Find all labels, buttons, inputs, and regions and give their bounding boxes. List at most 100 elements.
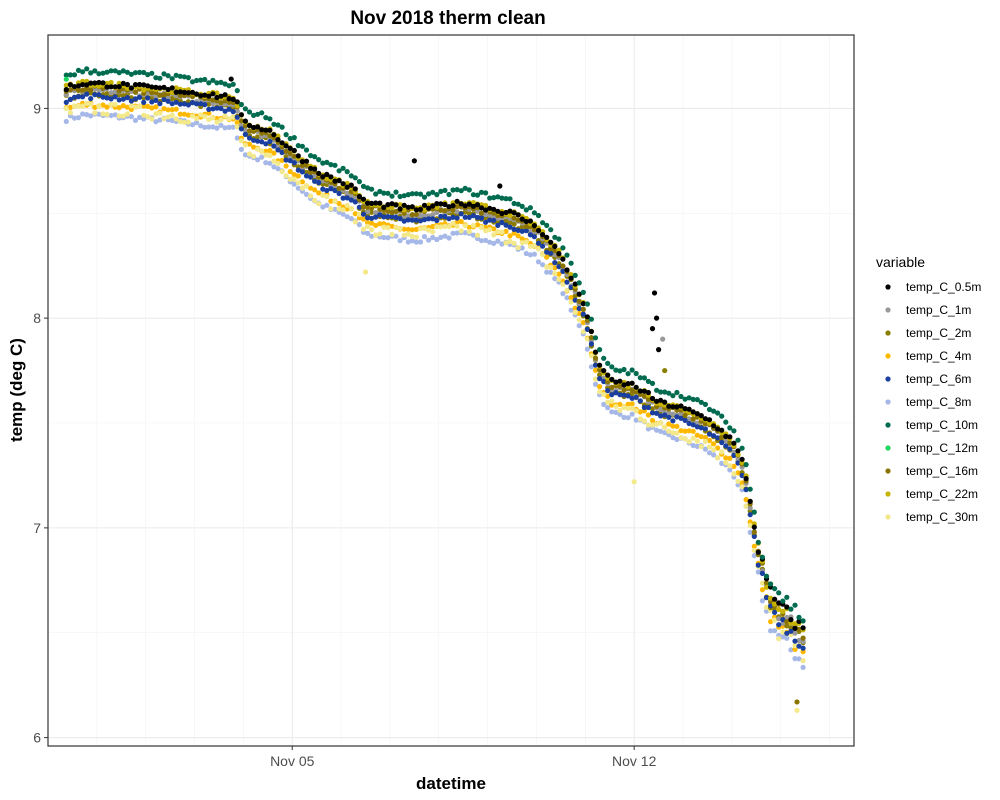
point-temp_C_10m (759, 554, 766, 560)
point-temp_C_0.5m (291, 147, 297, 154)
point-temp_C_4m (637, 409, 643, 415)
point-temp_C_0.5m (548, 239, 554, 245)
point-temp_C_4m (674, 423, 680, 429)
point-temp_C_30m (214, 119, 220, 125)
point-temp_C_6m (702, 426, 709, 432)
point-temp_C_30m (137, 103, 143, 109)
point-temp_C_6m (580, 311, 586, 317)
point-temp_C_10m (747, 486, 753, 492)
point-temp_C_8m (609, 409, 615, 415)
legend-title: variable (876, 254, 925, 270)
legend-item: temp_C_0.5m (885, 280, 981, 294)
point-temp_C_30m (613, 403, 619, 409)
point-temp_C_6m (678, 415, 684, 421)
point-temp_C_0.5m (487, 205, 493, 211)
point-temp_C_0.5m (568, 275, 574, 281)
point-temp_C_8m (189, 122, 196, 128)
point-temp_C_8m (218, 122, 224, 128)
legend-label: temp_C_4m (906, 349, 971, 363)
point-temp_C_30m (564, 287, 570, 293)
point-temp_C_0.5m (458, 201, 464, 207)
point-temp_C_2m (104, 91, 110, 97)
point-temp_C_10m (320, 160, 326, 166)
point-temp_C_22m (568, 272, 574, 278)
point-temp_C_8m (527, 252, 534, 258)
point-temp_C_6m (739, 472, 745, 479)
point-temp_C_6m (377, 212, 383, 218)
point-temp_C_1m (348, 193, 354, 199)
point-temp_C_10m (132, 70, 139, 76)
legend-key (885, 330, 891, 336)
point-temp_C_10m (617, 368, 623, 374)
point-temp_C_6m (601, 378, 607, 385)
point-temp_C_6m (356, 204, 362, 210)
point-temp_C_6m (487, 217, 493, 223)
point-temp_C_10m (527, 205, 534, 211)
point-temp_C_4m (124, 104, 130, 110)
point-temp_C_10m (234, 88, 240, 94)
point-temp_C_4m (287, 169, 293, 175)
point-temp_C_0.5m (230, 96, 236, 102)
point-temp_C_10m (662, 389, 668, 395)
point-temp_C_4m (751, 543, 757, 550)
point-temp_C_0.5m (88, 80, 94, 86)
point-temp_C_16m (548, 246, 554, 252)
point-temp_C_4m (698, 434, 704, 440)
point-temp_C_10m (116, 70, 122, 76)
point-temp_C_16m (222, 98, 228, 104)
point-temp_C_8m (194, 120, 200, 126)
point-temp_C_30m (621, 404, 627, 410)
point-temp_C_10m (674, 389, 680, 396)
point-temp_C_4m (405, 226, 411, 232)
point-temp_C_10m (283, 132, 289, 138)
point-temp_C_30m (194, 115, 200, 122)
point-temp_C_6m (466, 214, 472, 220)
point-temp_C_0.5m (373, 200, 379, 206)
point-temp_C_4m (511, 230, 517, 236)
legend-item: temp_C_10m (885, 418, 978, 432)
point-temp_C_0.5m (312, 166, 318, 172)
point-temp_C_30m (450, 220, 456, 226)
point-temp_C_6m (772, 609, 778, 616)
point-temp_C_30m (426, 227, 432, 233)
point-temp_C_10m (242, 106, 248, 112)
point-temp_C_30m (772, 617, 778, 623)
point-temp_C_8m (385, 235, 391, 241)
point-temp_C_12m (63, 76, 69, 82)
point-temp_C_30m (389, 231, 395, 238)
point-temp_C_0.5m (617, 378, 623, 384)
point-temp_C_8m (531, 251, 538, 257)
point-temp_C_8m (727, 467, 733, 473)
point-temp_C_0.5m (165, 86, 171, 93)
point-temp_C_30m (466, 228, 472, 235)
point-temp_C_6m (409, 217, 415, 223)
point-temp_C_16m (592, 355, 599, 361)
point-temp_C_6m (210, 106, 216, 112)
point-temp_C_8m (592, 381, 599, 387)
point-temp_C_0.5m (507, 208, 513, 214)
point-temp_C_4m (768, 619, 774, 625)
point-temp_C_6m (153, 97, 159, 103)
point-temp_C_4m (597, 384, 603, 390)
point-temp_C_8m (214, 125, 220, 131)
point-temp_C_4m (177, 111, 183, 117)
point-temp_C_22m (658, 401, 664, 407)
point-temp_C_0.5m (128, 85, 134, 91)
point-temp_C_8m (271, 164, 277, 170)
point-temp_C_8m (523, 250, 529, 257)
point-temp_C_6m (149, 99, 155, 105)
point-temp_C_8m (768, 628, 774, 634)
point-temp_C_30m (397, 225, 403, 232)
point-temp_C_30m (430, 229, 436, 235)
point-temp_C_4m (251, 144, 257, 150)
point-temp_C_6m (584, 326, 591, 332)
point-temp_C_30m (344, 202, 350, 208)
point-temp_C_30m (308, 193, 314, 199)
point-temp_C_6m (715, 435, 721, 441)
point-temp_C_8m (438, 234, 444, 240)
point-temp_C_8m (137, 114, 143, 120)
point-temp_C_30m (226, 116, 232, 122)
legend-item: temp_C_6m (885, 372, 971, 386)
point-temp_C_6m (381, 214, 387, 220)
point-temp_C_10m (80, 69, 86, 75)
